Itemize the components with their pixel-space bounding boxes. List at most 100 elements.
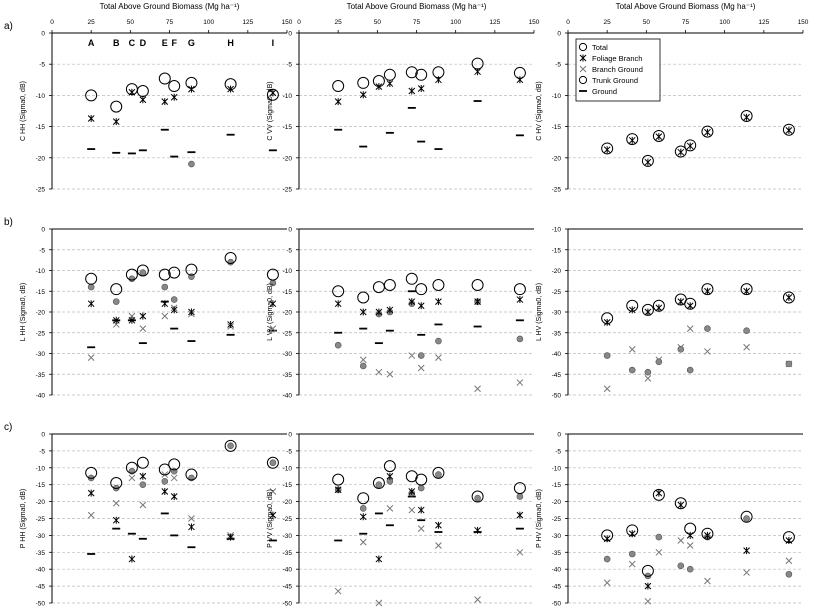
foliage-branch-marker bbox=[417, 302, 425, 310]
total-marker bbox=[626, 299, 639, 312]
total-marker bbox=[601, 529, 614, 542]
total-marker bbox=[641, 564, 654, 577]
total-marker bbox=[168, 80, 181, 93]
panel-l-hv: -10 -15 -20 -25 -30 -35 -40 -45 -50 L HV (Sigma0,… bbox=[536, 227, 803, 400]
branch-ground-marker bbox=[603, 579, 611, 587]
foliage-branch-marker bbox=[743, 113, 750, 121]
foliage-branch-marker bbox=[128, 316, 136, 324]
top-x-tick-label: 100 bbox=[203, 19, 214, 26]
total-marker bbox=[415, 283, 428, 296]
total-marker bbox=[383, 68, 396, 81]
branch-ground-marker bbox=[655, 548, 663, 556]
branch-ground-marker bbox=[269, 488, 277, 495]
top-x-tick-label: 25 bbox=[88, 19, 96, 26]
total-marker bbox=[641, 303, 654, 316]
row-label: c) bbox=[4, 422, 12, 433]
y-tick-label: -15 bbox=[283, 482, 293, 489]
y-tick-label: -25 bbox=[283, 516, 293, 523]
branch-ground-marker bbox=[359, 356, 367, 364]
foliage-branch-marker bbox=[644, 158, 652, 166]
foliage-branch-marker bbox=[785, 126, 793, 134]
foliage-branch-marker bbox=[516, 296, 524, 304]
foliage-branch-marker bbox=[112, 118, 120, 126]
branch-ground-marker bbox=[686, 542, 694, 549]
trunk-ground-marker bbox=[417, 352, 425, 359]
y-tick-label: -40 bbox=[36, 393, 46, 400]
total-marker bbox=[110, 477, 123, 490]
top-x-tick-label: 100 bbox=[719, 19, 730, 26]
branch-ground-marker bbox=[785, 557, 793, 565]
y-tick-label: -20 bbox=[283, 155, 293, 162]
foliage-branch-marker bbox=[87, 489, 95, 497]
trunk-ground-marker bbox=[161, 478, 169, 485]
y-tick-label: -10 bbox=[283, 93, 293, 100]
branch-ground-marker bbox=[408, 352, 416, 359]
branch-ground-marker bbox=[628, 560, 636, 568]
y-tick-label: -30 bbox=[283, 533, 293, 540]
panel-c-vv: 0 -5 -10 -15 -20 -25 C VV (Sigma0, dB) bbox=[267, 30, 535, 194]
trunk-ground-marker bbox=[686, 565, 694, 573]
y-tick-label: -15 bbox=[36, 482, 46, 489]
trunk-ground-marker bbox=[628, 550, 636, 558]
y-tick-label: -10 bbox=[552, 227, 562, 234]
y-tick-label: -40 bbox=[552, 351, 562, 358]
y-axis-title: C HH (Sigma0, dB) bbox=[20, 81, 27, 141]
y-tick-label: -45 bbox=[552, 372, 562, 379]
branch-ground-marker bbox=[139, 501, 147, 509]
foliage-branch-marker bbox=[161, 300, 169, 308]
y-tick-label: -25 bbox=[283, 330, 293, 337]
foliage-branch-marker bbox=[474, 298, 481, 306]
y-tick-label: 0 bbox=[557, 31, 561, 38]
foliage-branch-marker bbox=[386, 80, 394, 88]
y-tick-label: 0 bbox=[288, 227, 292, 234]
branch-ground-marker bbox=[188, 515, 195, 522]
foliage-branch-marker bbox=[516, 511, 524, 519]
foliage-branch-marker bbox=[269, 89, 277, 97]
foliage-branch-marker bbox=[188, 523, 195, 531]
branch-ground-marker bbox=[677, 537, 685, 544]
trunk-ground-marker bbox=[359, 505, 367, 512]
trunk-ground-marker bbox=[417, 484, 425, 492]
trunk-ground-marker bbox=[188, 160, 195, 168]
y-axis-title: C HV (Sigma0, dB) bbox=[536, 81, 543, 141]
total-marker bbox=[85, 272, 98, 285]
top-x-tick-label: 0 bbox=[297, 19, 301, 26]
y-tick-label: -20 bbox=[36, 155, 46, 162]
y-tick-label: -35 bbox=[552, 550, 562, 557]
total-marker bbox=[185, 468, 198, 481]
y-tick-label: -25 bbox=[552, 289, 562, 296]
foliage-branch-marker bbox=[375, 308, 383, 316]
foliage-branch-marker bbox=[743, 547, 750, 555]
total-marker bbox=[513, 482, 526, 495]
total-marker bbox=[168, 458, 181, 471]
total-marker bbox=[432, 66, 445, 79]
y-tick-label: -15 bbox=[283, 124, 293, 131]
top-x-tick-label: 0 bbox=[50, 19, 54, 26]
y-tick-label: -5 bbox=[286, 247, 292, 254]
legend-label: Ground bbox=[592, 87, 617, 96]
total-marker bbox=[372, 281, 385, 294]
foliage-branch-marker bbox=[785, 293, 793, 301]
y-tick-label: -45 bbox=[283, 584, 293, 591]
y-tick-label: -5 bbox=[555, 62, 561, 69]
branch-ground-marker bbox=[743, 569, 750, 576]
total-marker bbox=[357, 76, 370, 89]
total-marker bbox=[652, 488, 665, 501]
foliage-branch-marker bbox=[435, 521, 442, 529]
trunk-ground-marker bbox=[743, 515, 750, 522]
y-tick-label: -5 bbox=[39, 62, 45, 69]
foliage-branch-marker bbox=[603, 146, 611, 154]
total-marker bbox=[684, 522, 697, 535]
top-x-tick-label: 0 bbox=[566, 19, 570, 26]
foliage-branch-marker bbox=[655, 304, 663, 312]
legend-box bbox=[575, 38, 661, 102]
total-marker bbox=[158, 463, 171, 476]
foliage-branch-marker bbox=[128, 555, 136, 563]
foliage-branch-marker bbox=[408, 487, 416, 495]
y-tick-label: -10 bbox=[36, 268, 46, 275]
foliage-branch-marker bbox=[677, 298, 685, 306]
y-tick-label: -15 bbox=[552, 124, 562, 131]
foliage-branch-marker bbox=[386, 472, 394, 480]
y-axis-title: P HV (Sigma0, dB) bbox=[536, 489, 543, 548]
